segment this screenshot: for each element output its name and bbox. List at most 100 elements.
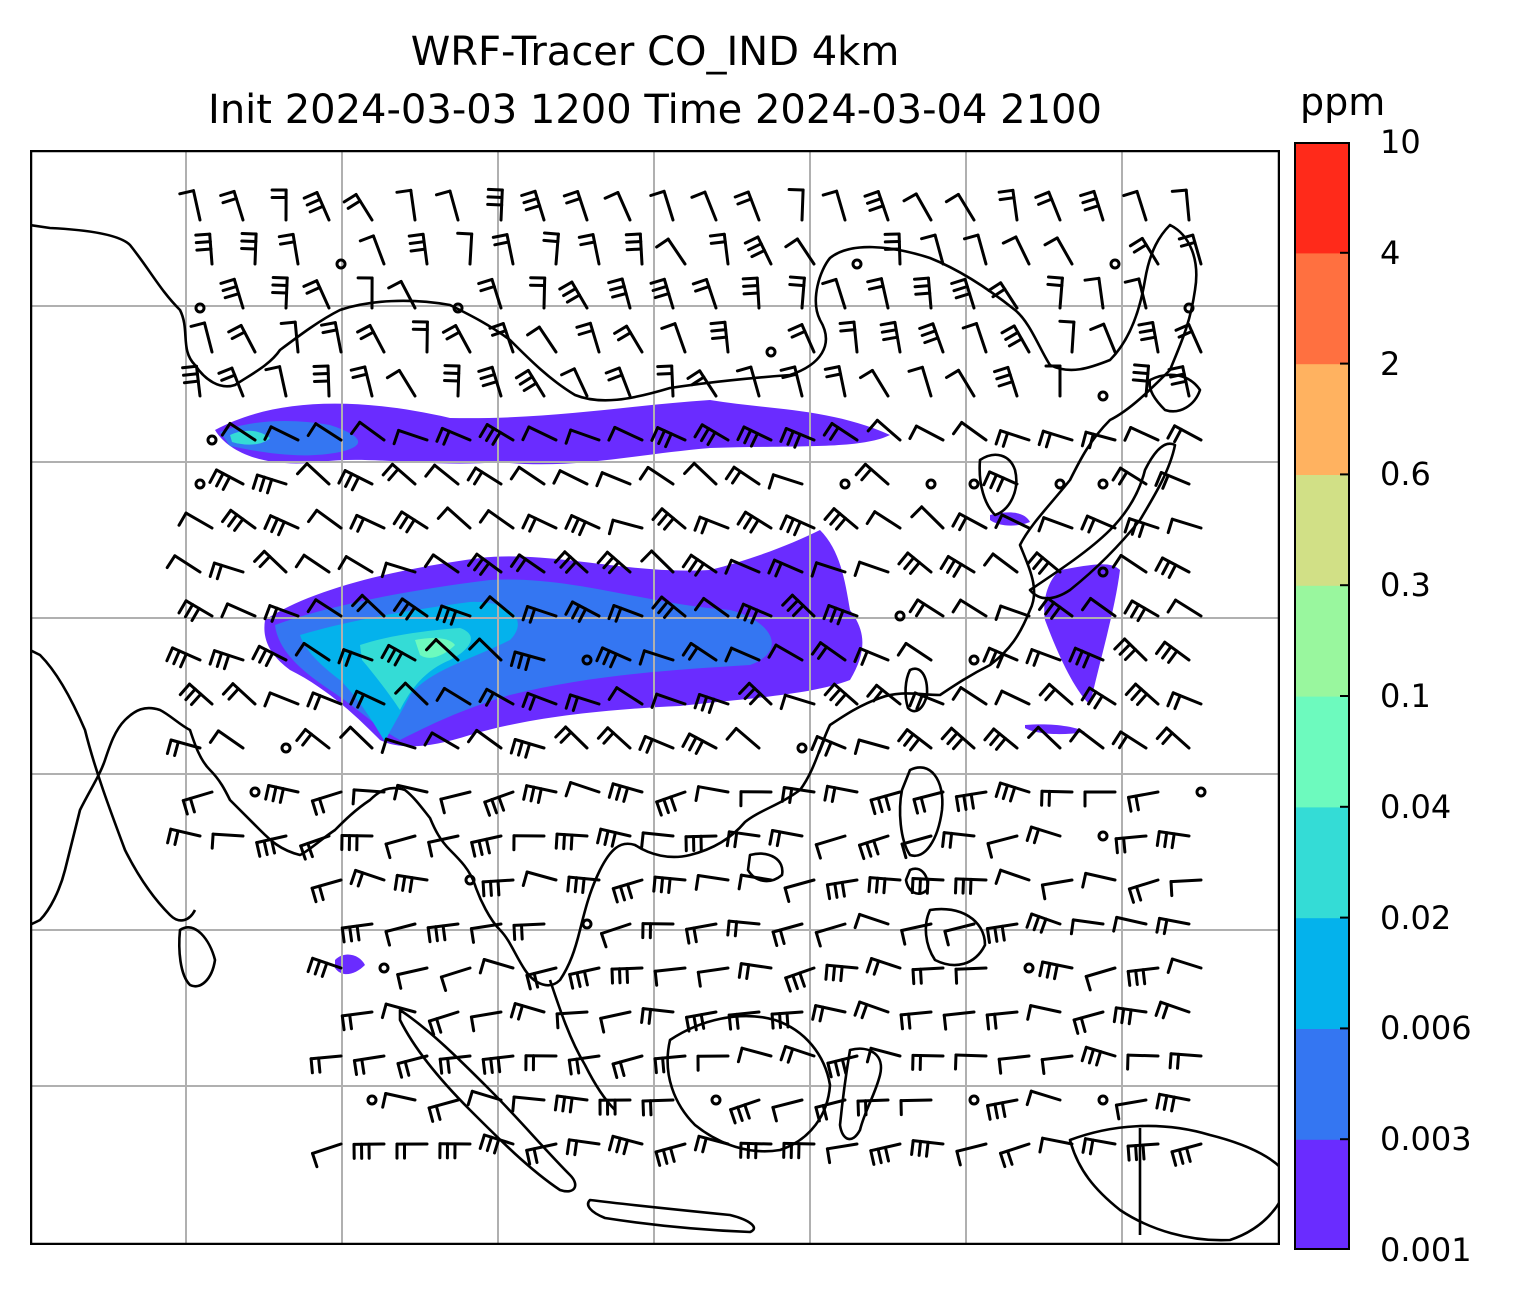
colorbar-tick-label: 2 xyxy=(1380,344,1401,383)
wind-barb xyxy=(306,598,343,618)
wind-barb xyxy=(853,1000,890,1020)
wind-barb xyxy=(899,1010,933,1031)
wind-barb xyxy=(340,1010,374,1032)
wind-barb xyxy=(823,784,859,803)
colorbar-tick-label: 0.3 xyxy=(1380,566,1431,605)
wind-barb xyxy=(1166,691,1203,711)
wind-barb xyxy=(737,962,773,980)
wind-barb xyxy=(380,561,417,579)
wind-barb xyxy=(249,786,261,798)
wind-barb xyxy=(221,682,257,706)
wind-barb xyxy=(478,423,515,446)
wind-barb xyxy=(838,320,859,354)
wind-barb xyxy=(481,878,515,898)
wind-barb xyxy=(823,365,847,398)
wind-barb xyxy=(181,790,214,816)
tracer-plume-east xyxy=(1044,564,1120,705)
wind-barb xyxy=(294,553,331,574)
wind-barb xyxy=(784,966,816,993)
wind-barb xyxy=(869,790,902,816)
wind-barb xyxy=(423,731,460,750)
wind-barb xyxy=(521,605,558,624)
wind-barb xyxy=(263,691,300,708)
wind-barb xyxy=(380,1002,417,1020)
wind-barb xyxy=(1027,725,1062,750)
wind-barb xyxy=(941,831,976,849)
wind-barb xyxy=(542,231,560,266)
wind-barb xyxy=(385,368,417,398)
wind-barb xyxy=(320,321,343,354)
wind-barb xyxy=(424,463,460,486)
wind-barb xyxy=(1126,1053,1160,1071)
wind-barb xyxy=(1080,514,1117,534)
wind-barb xyxy=(1154,1000,1191,1020)
wind-barb xyxy=(994,689,1031,706)
wind-barb xyxy=(596,550,632,575)
wind-barb xyxy=(1037,516,1074,533)
wind-barb xyxy=(1081,871,1117,889)
wind-barb xyxy=(342,193,374,222)
wind-barb xyxy=(522,784,558,804)
wind-barb xyxy=(982,470,1019,493)
wind-barb xyxy=(356,324,386,354)
wind-barb xyxy=(607,686,644,706)
map-title: WRF-Tracer CO_IND 4km xyxy=(410,29,900,75)
wind-barb xyxy=(310,790,343,816)
wind-barb xyxy=(394,681,429,706)
wind-barb xyxy=(478,958,515,975)
wind-barb xyxy=(787,323,816,354)
wind-barb xyxy=(911,1053,945,1071)
wind-barb xyxy=(681,553,718,577)
wind-barb xyxy=(638,649,675,666)
colorbar-segment xyxy=(1294,363,1350,475)
wind-barb xyxy=(1040,878,1074,901)
wind-barb xyxy=(1038,682,1074,706)
wind-barb xyxy=(1089,322,1117,354)
colorbar-segment xyxy=(1294,474,1350,586)
wind-barb xyxy=(900,922,933,946)
wind-barb xyxy=(655,237,687,266)
wind-barb xyxy=(425,638,460,662)
wind-barb xyxy=(306,422,343,442)
wind-barb xyxy=(427,834,460,858)
wind-barb xyxy=(1123,517,1160,539)
wind-barb xyxy=(426,922,460,944)
wind-barb xyxy=(685,922,718,945)
wind-barb xyxy=(983,727,1019,751)
wind-barb xyxy=(724,465,761,486)
wind-barb xyxy=(1113,637,1148,662)
wind-barb xyxy=(899,1098,933,1117)
wind-barb xyxy=(955,1142,988,1167)
wind-barb xyxy=(765,346,777,358)
wind-barb xyxy=(1170,1142,1203,1167)
wind-barb xyxy=(525,966,558,991)
wind-barb xyxy=(467,552,503,576)
wind-barb xyxy=(206,434,218,446)
wind-barb xyxy=(411,320,429,354)
wind-barb xyxy=(1046,275,1064,310)
wind-barb xyxy=(479,595,515,618)
wind-barb xyxy=(641,1098,675,1117)
wind-barb xyxy=(478,1133,515,1155)
wind-barb xyxy=(780,786,816,804)
wind-barb xyxy=(1084,966,1117,992)
wind-barb xyxy=(611,878,644,904)
wind-barb xyxy=(994,868,1031,885)
wind-barb xyxy=(264,784,300,804)
wind-barb xyxy=(1111,730,1148,750)
wind-barb xyxy=(824,963,859,983)
coastline-japan-hokkaido xyxy=(1148,373,1202,413)
wind-barb xyxy=(302,279,331,310)
wind-barb xyxy=(564,600,601,623)
wind-barb xyxy=(920,233,945,266)
colorbar-segment xyxy=(1294,252,1350,365)
wind-barb xyxy=(853,738,890,755)
wind-barb xyxy=(610,966,644,985)
wind-barb xyxy=(925,478,937,490)
wind-barb xyxy=(166,827,202,846)
wind-barb xyxy=(340,922,374,944)
coastline-philippines-mindanao xyxy=(924,907,987,967)
wind-barb xyxy=(279,320,300,354)
wind-barb xyxy=(577,233,601,266)
wind-barb xyxy=(1026,551,1062,575)
